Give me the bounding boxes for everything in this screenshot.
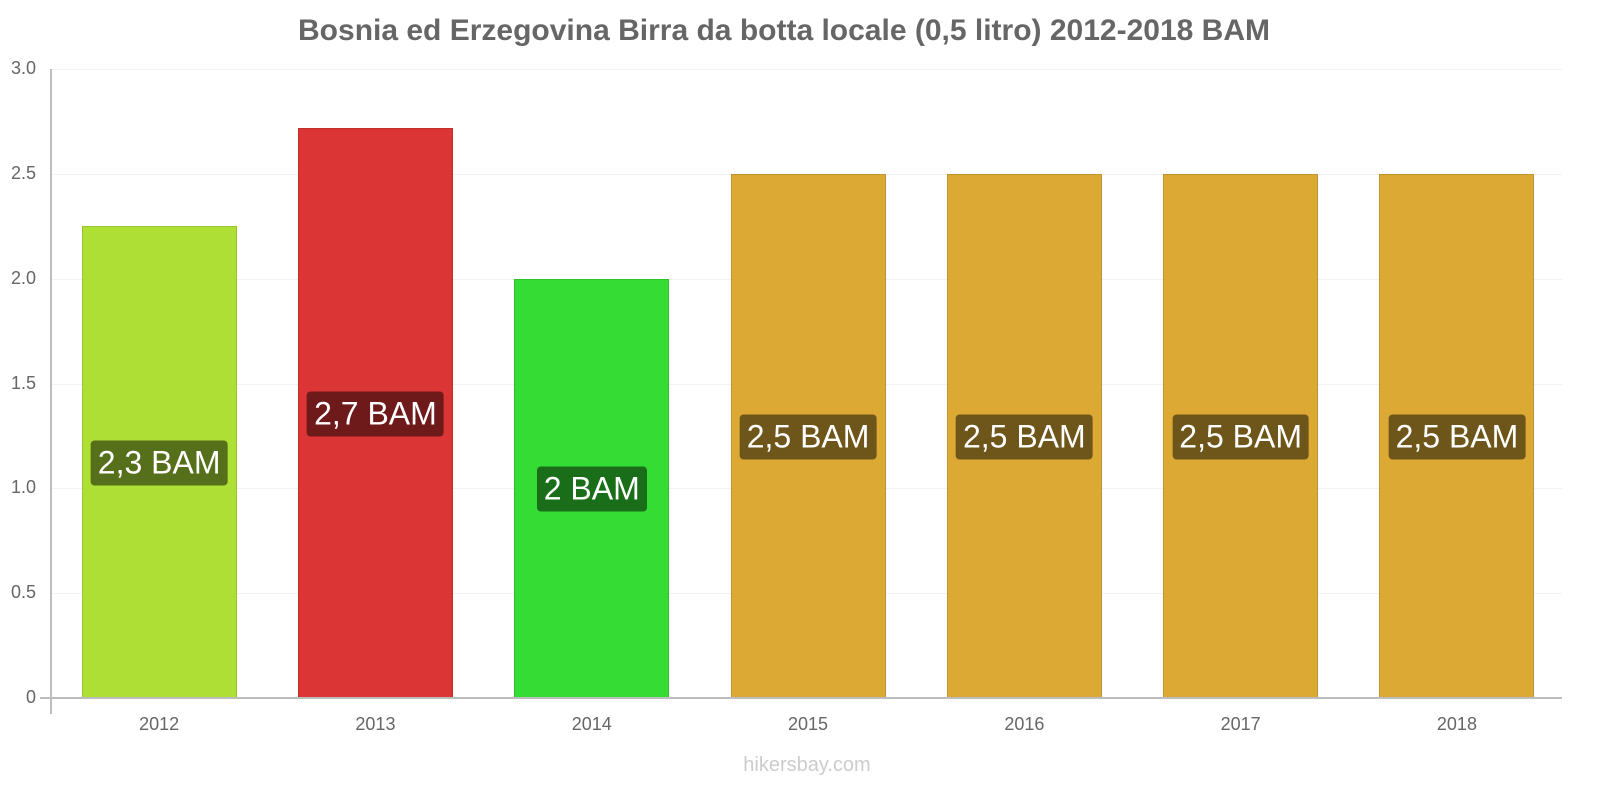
- y-tick-label: 1.0: [10, 477, 36, 498]
- chart-title: Bosnia ed Erzegovina Birra da botta loca…: [298, 14, 1270, 47]
- y-tick-label: 1.5: [10, 372, 36, 393]
- data-label-2012: 2,3 BAM: [90, 440, 228, 486]
- gridline: [51, 69, 1562, 70]
- data-label-2015: 2,5 BAM: [739, 414, 877, 460]
- x-tick-label: 2018: [1436, 714, 1477, 734]
- y-tick-label: 0: [25, 687, 36, 707]
- x-tick-label: 2012: [139, 714, 180, 734]
- data-label-2018: 2,5 BAM: [1388, 414, 1526, 460]
- y-tick-label: 2.5: [10, 162, 36, 183]
- y-tick-label: 3.0: [10, 58, 36, 78]
- y-tick-label: 2.0: [10, 267, 36, 288]
- x-tick-label: 2013: [355, 714, 396, 734]
- x-tick-label: 2015: [788, 714, 829, 734]
- x-axis-line: [40, 697, 1562, 699]
- x-tick-label: 2017: [1220, 714, 1261, 734]
- data-label-2016: 2,5 BAM: [955, 414, 1093, 460]
- data-label-2017: 2,5 BAM: [1172, 414, 1309, 460]
- data-label-2014: 2 BAM: [536, 466, 647, 512]
- y-tick-label: 0.5: [10, 582, 36, 603]
- y-axis-line: [50, 69, 52, 714]
- x-tick-label: 2014: [571, 714, 612, 734]
- data-label-2013: 2,7 BAM: [307, 391, 444, 437]
- x-tick-label: 2016: [1004, 714, 1045, 734]
- watermark: hikersbay.com: [743, 754, 871, 776]
